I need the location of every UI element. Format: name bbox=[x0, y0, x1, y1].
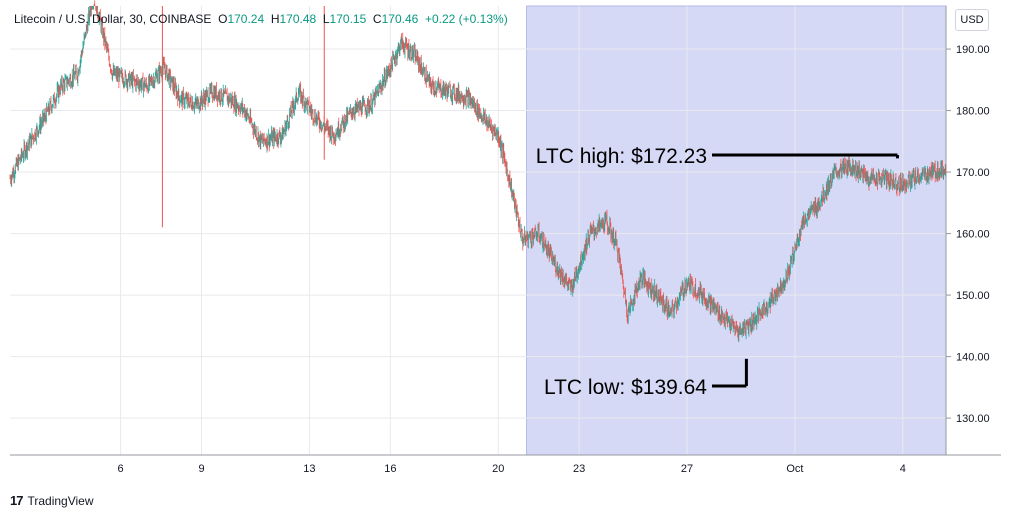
currency-badge[interactable]: USD bbox=[955, 9, 989, 31]
y-tick-label: 150.00 bbox=[956, 290, 990, 302]
close-label: C bbox=[372, 12, 382, 26]
low-label: L bbox=[322, 12, 330, 26]
y-tick-label: 130.00 bbox=[956, 413, 990, 425]
open-label: O bbox=[218, 12, 228, 26]
high-annotation-label: LTC high: $172.23 bbox=[536, 145, 707, 168]
x-tick-label: 20 bbox=[492, 463, 504, 475]
tradingview-logo-icon: 17 bbox=[10, 493, 24, 508]
x-tick-label: 4 bbox=[900, 463, 906, 475]
x-tick-label: 23 bbox=[573, 463, 585, 475]
change-value: +0.22 (+0.13%) bbox=[424, 12, 508, 26]
close-value: 170.46 bbox=[381, 12, 419, 26]
low-value: 170.15 bbox=[329, 12, 367, 26]
high-label: H bbox=[270, 12, 280, 26]
x-tick-label: 6 bbox=[118, 463, 124, 475]
low-annotation-label: LTC low: $139.64 bbox=[544, 376, 707, 399]
y-tick-label: 190.00 bbox=[956, 44, 990, 56]
y-tick-label: 180.00 bbox=[956, 106, 990, 118]
x-tick-label: 16 bbox=[384, 463, 396, 475]
x-tick-label: 27 bbox=[681, 463, 693, 475]
brand-label: TradingView bbox=[27, 493, 94, 508]
high-value: 170.48 bbox=[279, 12, 317, 26]
tradingview-logo[interactable]: 17 TradingView bbox=[10, 493, 94, 508]
symbol-header: Litecoin / U.S. Dollar, 30, COINBASE O17… bbox=[14, 12, 508, 26]
x-tick-label: 9 bbox=[198, 463, 204, 475]
y-tick-label: 140.00 bbox=[956, 352, 990, 364]
x-tick-label: 13 bbox=[303, 463, 315, 475]
symbol-title: Litecoin / U.S. Dollar, 30, COINBASE bbox=[14, 12, 212, 26]
open-value: 170.24 bbox=[227, 12, 265, 26]
y-tick-label: 170.00 bbox=[956, 167, 990, 179]
x-tick-label: Oct bbox=[786, 463, 803, 475]
y-tick-label: 160.00 bbox=[956, 229, 990, 241]
